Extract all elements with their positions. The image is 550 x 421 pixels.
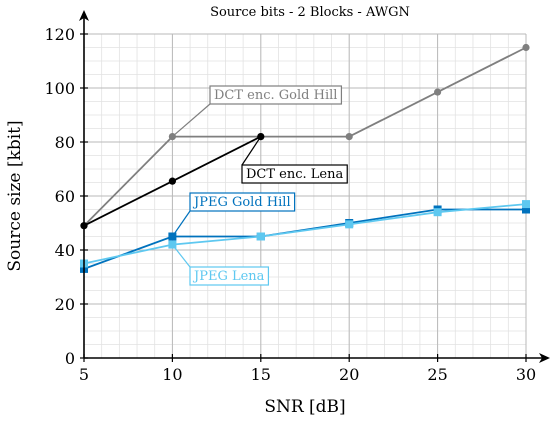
- annotation-box: [189, 266, 270, 286]
- annotation-box: [189, 192, 296, 212]
- y-tick-label: 60: [55, 187, 75, 206]
- y-tick-label: 80: [55, 133, 75, 152]
- data-point-square: [522, 200, 530, 209]
- data-point-circle: [522, 43, 530, 52]
- annotation-box: [241, 164, 348, 184]
- annotation-label: JPEG Lena: [192, 269, 265, 284]
- x-axis-arrow: [539, 353, 550, 363]
- series-layer: [80, 43, 530, 273]
- y-tick-label: 20: [55, 295, 75, 314]
- x-tick-label: 15: [251, 365, 271, 384]
- x-tick-label: 20: [339, 365, 359, 384]
- series-line: [83, 203, 527, 265]
- x-tick-label: 30: [516, 365, 536, 384]
- annotation-leader: [171, 210, 191, 237]
- x-tick-label: 10: [162, 365, 182, 384]
- annotation-leader: [241, 136, 262, 166]
- annotation-leader: [172, 103, 211, 138]
- data-point-square: [345, 220, 354, 229]
- data-point-circle: [168, 177, 176, 185]
- annotation-label: JPEG Gold Hill: [192, 195, 291, 210]
- annotation-callout: JPEG Lena: [171, 244, 270, 286]
- series-line: [83, 208, 526, 270]
- y-tick-label: 0: [65, 349, 75, 368]
- axes: 5 10 15 20 25 30 0 20 40 60 80 100 120: [44, 10, 550, 384]
- data-point-square: [256, 232, 265, 241]
- annotation-callout: DCT enc. Gold Hill: [172, 85, 343, 138]
- x-axis-label: SNR [dB]: [264, 397, 345, 417]
- grid: [83, 33, 527, 359]
- annotation-label: DCT enc. Lena: [246, 167, 343, 182]
- annotation-label: DCT enc. Gold Hill: [214, 88, 337, 103]
- data-point-circle: [434, 88, 442, 96]
- annotation-box: [209, 85, 343, 105]
- x-tick-label: 5: [79, 365, 89, 384]
- chart-title: Source bits - 2 Blocks - AWGN: [210, 5, 410, 20]
- x-tick-label: 25: [427, 365, 447, 384]
- annotations: DCT enc. Gold Hill DCT enc. Lena JPEG Gold…: [171, 85, 348, 286]
- data-point-square: [522, 205, 530, 214]
- y-tick-label: 40: [55, 241, 75, 260]
- annotation-callout: DCT enc. Lena: [241, 136, 348, 184]
- annotation-callout: JPEG Gold Hill: [171, 192, 296, 237]
- data-point-circle: [345, 133, 353, 141]
- series-line: [83, 46, 527, 227]
- data-point-square: [433, 208, 442, 217]
- y-tick-label: 120: [44, 25, 75, 44]
- y-axis-arrow: [79, 10, 89, 21]
- annotation-leader: [171, 244, 191, 268]
- y-tick-label: 100: [44, 79, 75, 98]
- y-axis-label: Source size [kbit]: [5, 120, 25, 271]
